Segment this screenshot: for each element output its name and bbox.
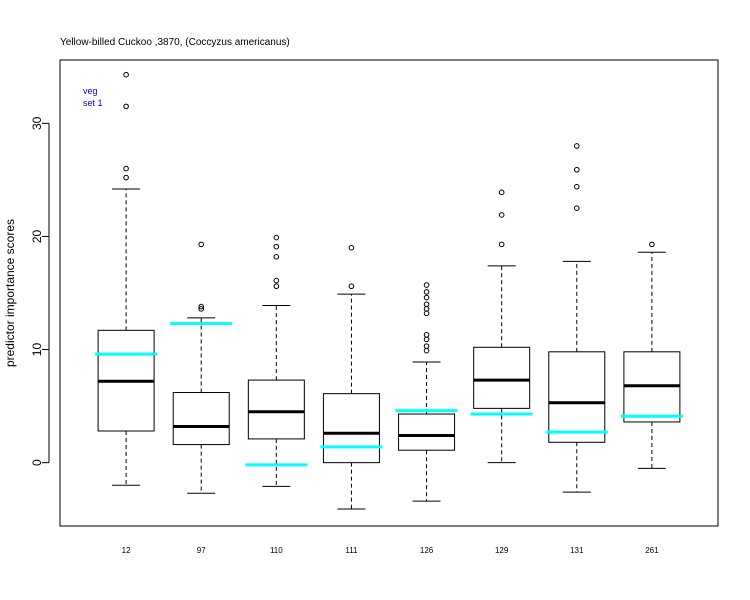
x-tick-label: 129 (495, 546, 509, 555)
outlier-point (273, 243, 280, 250)
outlier-point (423, 336, 430, 343)
box-126 (395, 282, 458, 502)
y-tick-label: 0 (30, 459, 44, 466)
outlier-point (348, 244, 355, 251)
x-tick-label: 97 (197, 546, 206, 555)
x-axis: 12 97 110 111 126 129 131 261 (122, 546, 659, 555)
box-12 (95, 71, 158, 486)
plot-frame (59, 59, 719, 527)
outlier-point (198, 241, 205, 248)
outlier-point (423, 343, 430, 349)
outlier-point (273, 283, 280, 290)
outlier-point (198, 306, 205, 312)
box-131 (545, 143, 608, 493)
x-tick-label: 110 (270, 546, 283, 555)
x-tick-label: 12 (122, 546, 131, 555)
box-111 (320, 244, 383, 510)
x-tick-label: 261 (645, 546, 659, 555)
outlier-point (348, 283, 355, 290)
outlier-point (573, 166, 580, 173)
y-axis: 0 10 20 30 (30, 116, 50, 466)
outlier-point (498, 212, 505, 218)
iqr-box (322, 393, 380, 464)
outlier-point (573, 205, 580, 211)
chart-title: Yellow-billed Cuckoo ,3870, (Coccyzus am… (60, 37, 290, 48)
outlier-point (198, 303, 205, 310)
outlier-point (123, 174, 129, 181)
outlier-point (423, 301, 430, 308)
x-tick-label: 111 (345, 546, 358, 555)
y-tick-label: 30 (30, 116, 44, 130)
boxplot-series (95, 71, 683, 510)
outlier-point (498, 189, 505, 196)
outlier-point (573, 143, 580, 149)
outlier-point (123, 71, 129, 78)
outlier-point (498, 241, 505, 248)
x-tick-label: 126 (420, 546, 434, 555)
iqr-box (247, 379, 305, 440)
x-tick-label: 131 (570, 546, 584, 555)
outlier-point (123, 165, 129, 172)
outlier-point (423, 332, 430, 338)
outlier-point (423, 310, 430, 317)
box-261 (620, 241, 683, 469)
box-97 (170, 241, 233, 494)
outlier-point (649, 241, 655, 248)
y-axis-label: predictor importance scores (3, 219, 17, 367)
iqr-box (398, 413, 456, 451)
outlier-point (273, 234, 280, 241)
outlier-point (123, 103, 129, 110)
outlier-point (273, 254, 280, 260)
outlier-point (423, 294, 430, 301)
iqr-box (172, 392, 230, 446)
iqr-box (548, 351, 606, 443)
outlier-point (423, 289, 430, 295)
y-tick-label: 20 (30, 229, 44, 243)
outlier-point (273, 277, 280, 284)
iqr-box (473, 346, 531, 409)
outlier-point (423, 347, 430, 354)
legend-label-veg: veg (83, 86, 98, 96)
box-110 (245, 234, 308, 487)
legend-label-set: set 1 (83, 98, 103, 108)
outlier-point (423, 282, 430, 288)
outlier-point (573, 183, 580, 190)
box-129 (470, 189, 533, 464)
outlier-point (423, 306, 430, 312)
y-tick-label: 10 (30, 343, 44, 357)
